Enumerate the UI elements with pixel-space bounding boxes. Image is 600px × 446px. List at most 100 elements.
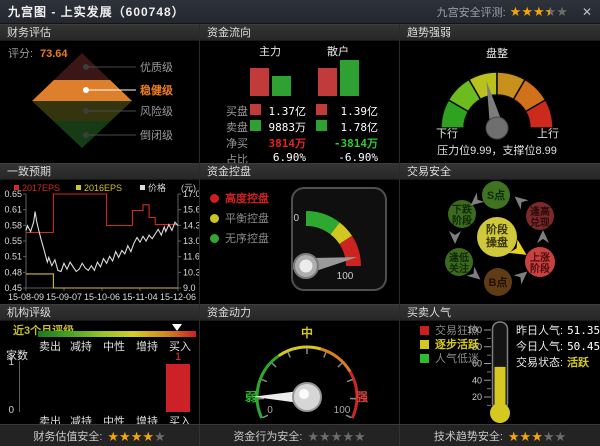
main-value: 6.90% — [272, 151, 306, 163]
safety-center-label: 阶段 — [486, 222, 508, 236]
control-legend-item[interactable]: 平衡控盘 — [210, 210, 269, 226]
popularity-stat: 昨日人气: 51.35 — [516, 322, 600, 338]
star-filled-icon: ★ — [130, 428, 143, 444]
star-half-fg: ★ — [545, 5, 551, 18]
safety-node-label: 关注 — [449, 262, 469, 275]
retail-value: -3814万 — [333, 137, 378, 150]
panel-institution-rating: 机构评级 近3个月评级 家数 1 0 1 卖出卖出减持减持中性中性增持增持买入买… — [0, 304, 200, 424]
panel-momentum-title: 资金动力 — [200, 304, 399, 321]
series-2017EPS — [26, 193, 178, 234]
momentum-tick — [346, 378, 353, 383]
buy-sell-swatch — [250, 120, 261, 131]
thermo-bulb — [490, 403, 510, 423]
row-label: 占比 — [226, 154, 248, 163]
momentum-tick — [262, 414, 269, 419]
rating-ytick-1: 1 — [8, 357, 14, 368]
flow-bar — [272, 76, 291, 96]
main-value: 1.37亿 — [268, 105, 307, 118]
rating-axis-category: 中性 — [103, 416, 125, 424]
trend-segment-6 — [524, 98, 554, 129]
panel-consensus: 一致预期 2017EPS 2016EPS 价格 (元) 0.65 0.61 0.58 0.55… — [0, 163, 200, 304]
safety-node-6 — [448, 200, 476, 228]
safety-node-label: 阶段 — [452, 214, 472, 227]
right-tick-label: 11.6 — [183, 252, 200, 262]
legend-label: 人气低迷 — [435, 353, 479, 365]
rating-scale-category: 卖出 — [39, 341, 61, 353]
safety-node-3 — [525, 247, 555, 277]
x-tick-label: 15-08-09 — [8, 292, 44, 302]
footer-label-1: 财务估值安全: — [33, 431, 103, 443]
rating-ytick-0: 0 — [8, 405, 14, 416]
close-icon[interactable]: ✕ — [581, 4, 592, 19]
star-empty-icon: ★ — [154, 428, 166, 444]
legend-swatch — [140, 185, 145, 190]
rating-bar-buy — [166, 364, 190, 412]
retail-value: 1.78亿 — [340, 121, 379, 134]
stat-value: 51.35 — [567, 324, 600, 337]
momentum-min-label: 0 — [267, 405, 273, 416]
control-legend-item[interactable]: 高度控盘 — [210, 190, 269, 206]
popularity-legend-item[interactable]: 交易狂热 — [420, 322, 479, 338]
rating-y-axis — [19, 361, 20, 412]
footer-label-3: 技术趋势安全: — [433, 431, 503, 443]
x-tick-label: 15-12-06 — [160, 292, 196, 302]
control-legend-item[interactable]: 无序控盘 — [210, 230, 269, 246]
star-half-icon: ★★ — [545, 5, 557, 18]
left-tick-label: 0.45 — [4, 283, 22, 293]
legend-dot-icon — [210, 233, 219, 243]
trend-left-label: 下行 — [436, 127, 458, 140]
level-label: 稳健级 — [140, 83, 174, 97]
popularity-legend-item[interactable]: 人气低迷 — [420, 350, 479, 366]
rating-scale-category: 减持 — [70, 341, 92, 353]
left-tick-label: 0.55 — [4, 236, 22, 246]
score-label: 评分: — [8, 47, 33, 60]
status-bar: 财务估值安全: ★ ★ ★ ★ ★ 资金行为安全: ★ ★ ★ ★ ★ 技术趋势安全: ★ ★ ★ ★… — [0, 424, 600, 446]
thermo-tick-label: 60 — [472, 359, 482, 369]
panel-money-flow: 资金流向 主力 散户 买盘 1.37亿 1.39亿 卖盘 9883万 1.78亿 净买 3814万… — [200, 24, 400, 163]
left-tick-label: 0.58 — [4, 220, 22, 230]
popularity-legend-item[interactable]: 逐步活跃 — [420, 336, 479, 352]
rating-count-label: 家数 — [6, 350, 28, 362]
safety-node-label: S点 — [487, 188, 505, 202]
row-label: 买盘 — [226, 106, 248, 118]
star-empty-icon: ★ — [542, 428, 555, 444]
thermo-tick-label: 40 — [472, 375, 482, 385]
safety-node-label: 上涨 — [530, 251, 550, 264]
safety-node-2 — [526, 202, 554, 230]
panel-trading-safety: 交易安全 S点 逢高 兑现 上涨 阶段 B点 逢低 关注 下跌 阶段 阶段 操盘 — [400, 163, 600, 304]
safety-node-label: B点 — [489, 275, 508, 289]
safety-node-1 — [482, 181, 510, 209]
titlebar-right: 九宫安全评测: ★★★★★★ ✕ — [437, 4, 592, 20]
panel-consensus-title: 一致预期 — [0, 163, 199, 180]
money-flow-row: 卖盘 9883万 1.78亿 — [200, 119, 399, 134]
star-empty-icon: ★ — [354, 428, 366, 444]
star-empty-icon: ★ — [307, 428, 320, 444]
money-flow-chart: 主力 散户 买盘 1.37亿 1.39亿 卖盘 9883万 1.78亿 净买 3814万 -3814… — [200, 41, 399, 163]
safety-node-label: 下跌 — [452, 203, 473, 216]
control-segment-1 — [306, 210, 340, 235]
safety-node-label: 逢高 — [530, 205, 550, 218]
current-stage-arrow-icon — [508, 239, 527, 255]
consensus-line-chart: 2017EPS 2016EPS 价格 (元) 0.65 0.61 0.58 0.55 0.51 0… — [4, 182, 200, 302]
score-value: 73.64 — [40, 48, 68, 60]
rating-axis-category: 买入 — [169, 416, 191, 424]
level-dot — [83, 108, 89, 114]
main-value: 3814万 — [268, 137, 307, 150]
money-flow-row: 买盘 1.37亿 1.39亿 — [200, 103, 399, 118]
stat-value: 活跃 — [567, 356, 590, 369]
rating-scale-category: 中性 — [103, 341, 125, 353]
panel-safety-title: 交易安全 — [400, 163, 600, 180]
legend-label: 无序控盘 — [225, 233, 269, 245]
right-tick-label: 14.3 — [183, 220, 200, 230]
panel-capital-control: 资金控盘 0 100 高度控盘 平衡控盘 无序控盘 — [200, 163, 400, 304]
panel-capital-momentum: 资金动力 中弱 强 0 100 — [200, 304, 400, 424]
trend-hub — [485, 116, 509, 140]
momentum-gauge-chart: 中弱 强 0 100 — [245, 325, 368, 419]
safety-node-5 — [445, 248, 473, 276]
safety-node-label: 兑现 — [530, 216, 550, 229]
panel-safety-body: S点 逢高 兑现 上涨 阶段 B点 逢低 关注 下跌 阶段 阶段 操盘 — [400, 180, 600, 304]
control-segment-2 — [330, 222, 352, 244]
